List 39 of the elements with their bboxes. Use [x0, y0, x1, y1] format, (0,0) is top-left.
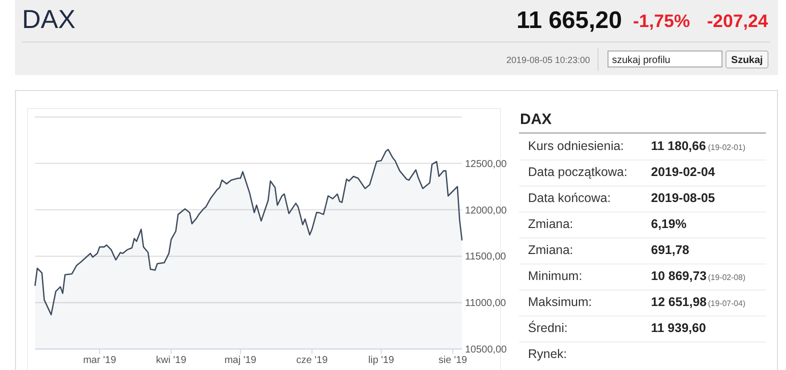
text: 11 939,60 — [651, 321, 706, 335]
x-tick-label: maj '19 — [224, 355, 257, 366]
x-tick-label: kwi '19 — [156, 355, 187, 366]
x-tick-label: mar '19 — [83, 355, 117, 366]
text: 11 180,66 — [651, 139, 706, 153]
text: (19-07-04) — [708, 299, 746, 308]
y-tick-label: 10500,00 — [465, 344, 508, 356]
text: Rynek: — [528, 347, 567, 361]
x-tick-label: lip '19 — [368, 355, 395, 366]
text: -207,24 — [706, 11, 768, 31]
search-field: szukaj profilu — [608, 50, 722, 68]
text: 10 869,73 — [651, 269, 707, 283]
text: 2019-08-05 — [651, 191, 715, 205]
x-tick-label: cze '19 — [296, 355, 328, 366]
text: -1,75% — [633, 11, 690, 31]
text: DAX — [520, 111, 552, 128]
search-button: Szukaj — [726, 50, 768, 68]
chart-title: DAX — [22, 4, 76, 34]
text: 12 651,98 — [651, 295, 707, 309]
text: Zmiana: — [528, 217, 574, 231]
text: (19-02-01) — [708, 143, 746, 152]
y-tick-label: 11000,00 — [465, 298, 506, 310]
text: 2019-08-05 10:23:00 — [506, 55, 590, 65]
text: 2019-02-04 — [651, 165, 715, 179]
y-tick-label: 12000,00 — [465, 205, 508, 216]
text: 11 665,20 — [516, 7, 622, 34]
text: Kurs odniesienia: — [528, 139, 624, 153]
text: (19-02-08) — [708, 273, 746, 282]
text: Data początkowa: — [528, 165, 628, 179]
text: Maksimum: — [528, 295, 592, 309]
y-tick-label: 12500,00 — [465, 158, 508, 170]
text: Data końcowa: — [528, 191, 611, 205]
x-tick-label: sie '19 — [438, 355, 468, 366]
text: Minimum: — [528, 269, 582, 283]
y-tick-label: 11500,00 — [465, 252, 506, 263]
text: 6,19% — [651, 217, 686, 231]
text: 691,78 — [651, 243, 690, 257]
text: Średni: — [528, 320, 568, 335]
text: Zmiana: — [528, 243, 574, 257]
